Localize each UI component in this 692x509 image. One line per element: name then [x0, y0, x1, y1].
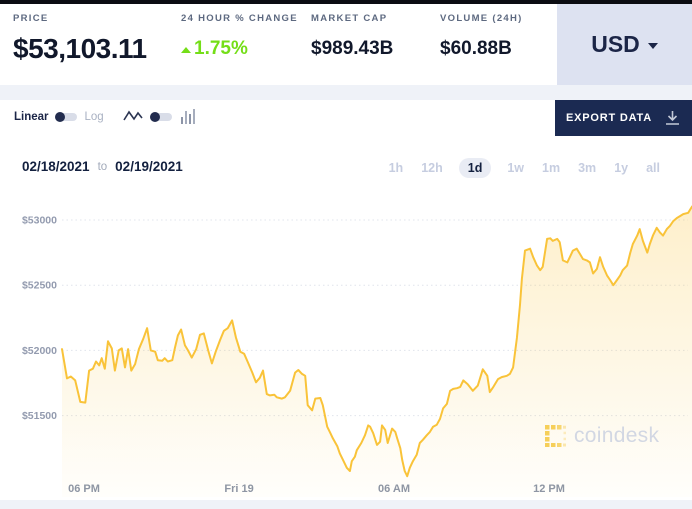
price-value: $53,103.11 — [13, 33, 147, 64]
toggle-knob — [54, 112, 65, 122]
chart-type-toggle-group — [123, 108, 196, 125]
price-line — [61, 205, 692, 478]
stat-price: PRICE $53,103.11 — [13, 13, 147, 65]
y-axis-label: $51500 — [22, 410, 57, 422]
up-arrow-icon — [181, 47, 191, 53]
price-label: PRICE — [13, 13, 49, 24]
stat-volume: VOLUME (24H) $60.88B — [440, 13, 523, 60]
range-button-3m[interactable]: 3m — [578, 161, 597, 175]
bottom-separator — [0, 500, 692, 509]
stat-market-cap: MARKET CAP $989.43B — [311, 13, 393, 60]
change-value: 1.75% — [194, 38, 248, 59]
header-separator — [0, 85, 692, 100]
range-button-1m[interactable]: 1m — [542, 161, 561, 175]
range-button-all[interactable]: all — [646, 161, 660, 175]
y-axis-label: $52000 — [22, 345, 57, 357]
bar-chart-icon[interactable] — [181, 108, 196, 125]
range-button-group: 1h 12h 1d 1w 1m 3m 1y all — [387, 158, 662, 178]
download-icon — [666, 111, 679, 125]
range-button-1w[interactable]: 1w — [507, 161, 525, 175]
log-label[interactable]: Log — [84, 111, 104, 123]
volume-value: $60.88B — [440, 38, 512, 59]
volume-label: VOLUME (24H) — [440, 13, 523, 24]
export-data-label: EXPORT DATA — [565, 112, 652, 124]
y-axis-label: $53000 — [22, 215, 57, 227]
line-bar-toggle[interactable] — [150, 111, 172, 122]
line-chart-icon[interactable] — [123, 109, 143, 124]
price-area — [62, 206, 692, 497]
range-button-1d[interactable]: 1d — [458, 158, 492, 178]
range-button-1y[interactable]: 1y — [614, 161, 629, 175]
date-range-separator: to — [97, 160, 108, 173]
range-button-1h[interactable]: 1h — [388, 161, 404, 175]
stat-24h-change: 24 HOUR % CHANGE 1.75% — [181, 13, 298, 60]
market-cap-value: $989.43B — [311, 38, 394, 59]
currency-value: USD — [591, 31, 640, 57]
price-chart-svg: $53000$52500$52000$5150006 PMFri 1906 AM… — [22, 205, 692, 497]
market-cap-label: MARKET CAP — [311, 13, 388, 24]
chevron-down-icon — [647, 43, 658, 49]
linear-label[interactable]: Linear — [14, 111, 49, 123]
coindesk-logo-icon — [545, 425, 566, 447]
price-chart[interactable]: $53000$52500$52000$5150006 PMFri 1906 AM… — [0, 195, 692, 500]
currency-selector[interactable]: USD — [557, 4, 692, 85]
start-date[interactable]: 02/18/2021 — [22, 159, 90, 174]
date-range: 02/18/2021 to 02/19/2021 — [22, 159, 183, 174]
change-label: 24 HOUR % CHANGE — [181, 13, 298, 24]
scale-toggle-group: Linear Log — [14, 111, 104, 123]
export-data-button[interactable]: EXPORT DATA — [555, 100, 692, 136]
end-date[interactable]: 02/19/2021 — [115, 159, 183, 174]
y-axis-label: $52500 — [22, 280, 57, 292]
toggle-knob — [150, 111, 160, 122]
linear-log-toggle[interactable] — [54, 112, 77, 122]
top-border — [0, 0, 692, 4]
range-button-12h[interactable]: 12h — [421, 161, 443, 175]
coindesk-logo-text: coindesk — [574, 424, 660, 447]
coindesk-watermark: coindesk — [545, 424, 659, 448]
